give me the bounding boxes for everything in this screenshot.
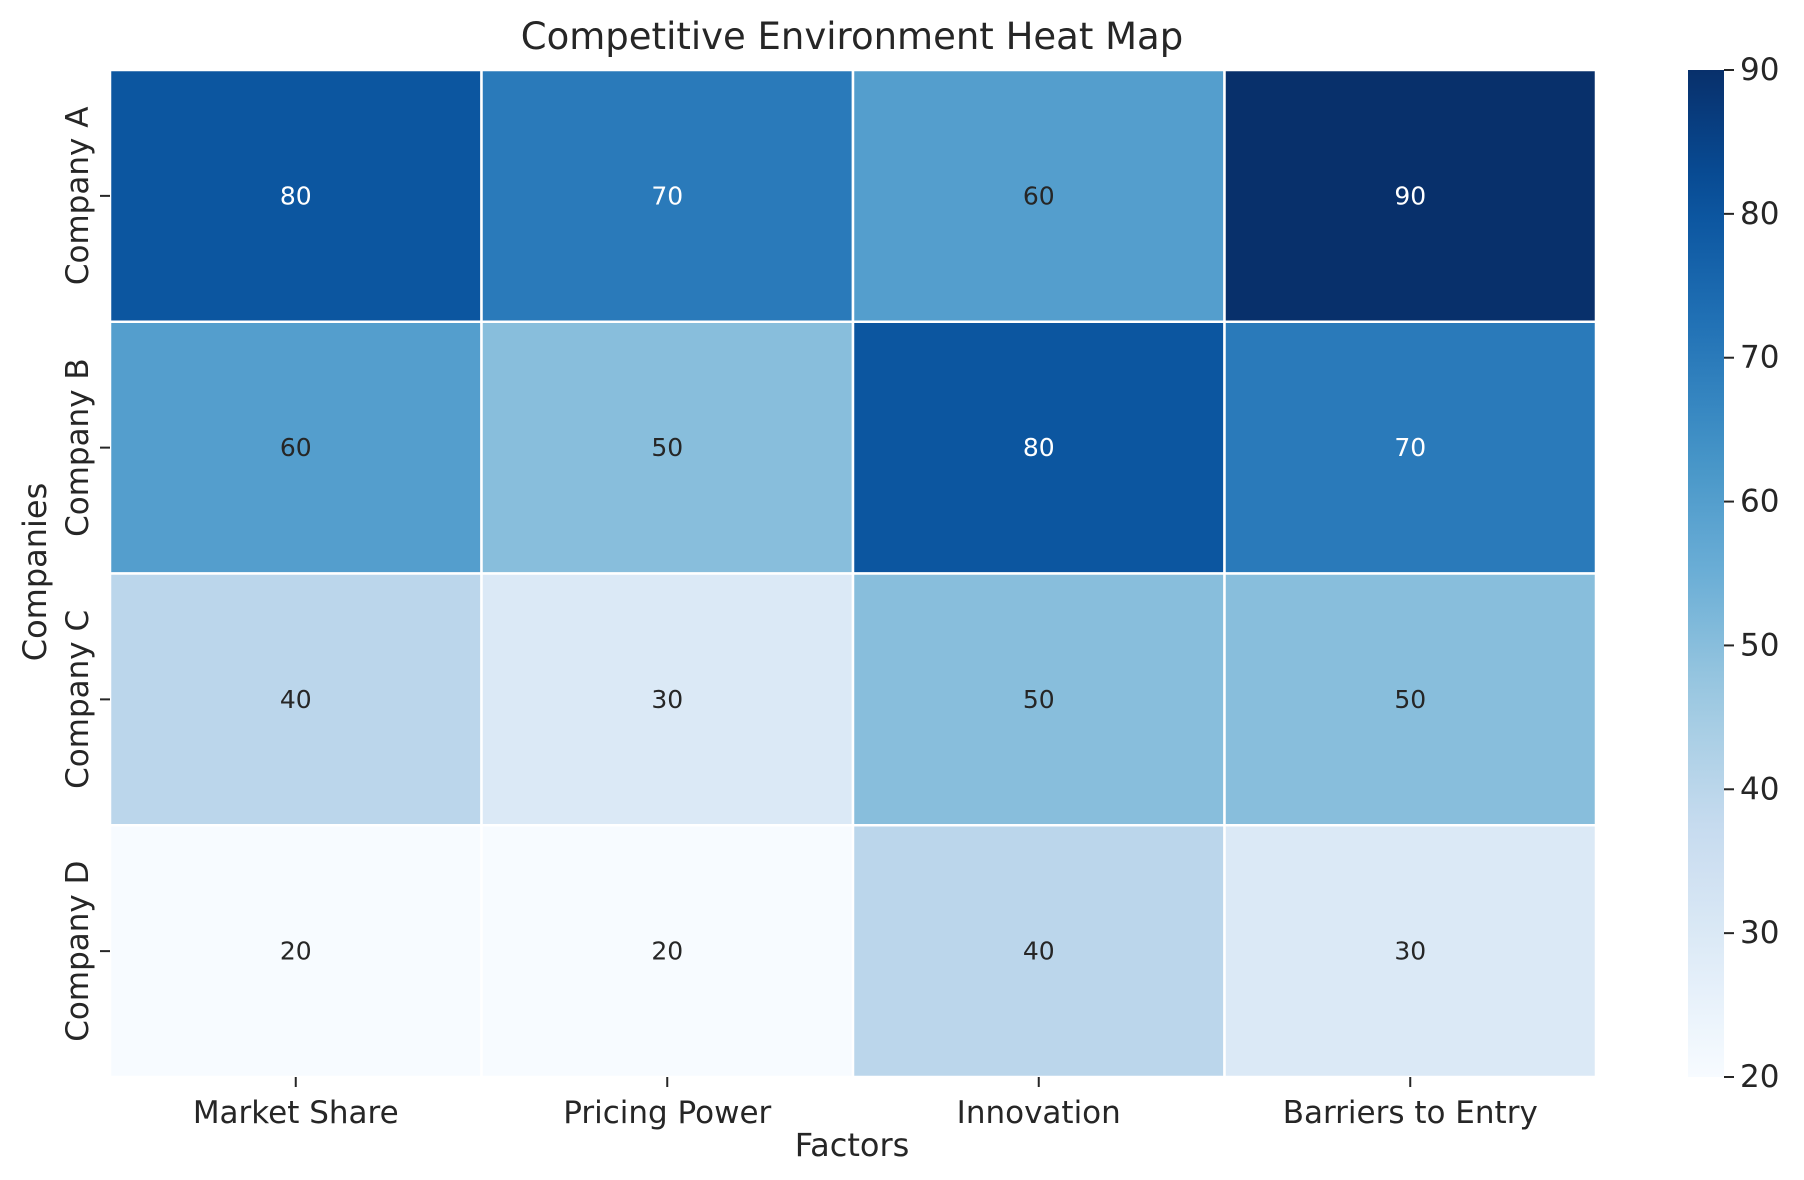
chart-title: Competitive Environment Heat Map <box>521 15 1183 58</box>
heatmap-cell <box>1223 824 1598 1079</box>
heatmap-cell <box>851 68 1226 323</box>
cell-value-label: 60 <box>280 433 312 462</box>
cell-value-label: 70 <box>651 181 683 210</box>
cell-value-label: 20 <box>280 937 312 966</box>
cell-value-label: 40 <box>1023 937 1055 966</box>
colorbar-tick-label: 30 <box>1740 915 1779 951</box>
heatmap-cell <box>1223 572 1598 827</box>
y-tick-label: Company B <box>60 358 96 537</box>
y-tick-label: Company C <box>60 610 96 789</box>
cell-value-label: 80 <box>1023 433 1055 462</box>
colorbar-tick-label: 80 <box>1740 196 1779 232</box>
cell-value-label: 90 <box>1394 181 1426 210</box>
x-tick-label: Pricing Power <box>563 1095 771 1131</box>
x-tick-label: Innovation <box>957 1095 1121 1131</box>
cell-value-label: 80 <box>280 181 312 210</box>
heatmap-cell <box>851 824 1226 1079</box>
x-axis-ticks: Market Share Pricing Power Innovation Barri… <box>193 1077 1538 1131</box>
cell-value-label: 60 <box>1023 181 1055 210</box>
cell-value-label: 30 <box>651 685 683 714</box>
cell-value-label: 50 <box>1023 685 1055 714</box>
cell-value-label: 30 <box>1394 937 1426 966</box>
heatmap-cell <box>108 320 483 575</box>
colorbar-tick-label: 90 <box>1740 52 1779 88</box>
cell-value-label: 50 <box>1394 685 1426 714</box>
colorbar-tick-label: 60 <box>1740 484 1779 520</box>
x-tick-label: Market Share <box>193 1095 399 1131</box>
heatmap-cells <box>108 68 1598 1079</box>
y-tick-label: Company D <box>60 861 96 1042</box>
colorbar-tick-label: 70 <box>1740 340 1779 376</box>
heatmap-cell <box>480 572 855 827</box>
cell-value-label: 20 <box>651 937 683 966</box>
y-tick-label: Company A <box>60 107 96 286</box>
heatmap-cell <box>480 68 855 323</box>
y-axis-label: Companies <box>16 483 54 662</box>
cell-value-label: 70 <box>1394 433 1426 462</box>
heatmap-cell <box>108 68 483 323</box>
heatmap-cell-labels: 80 70 60 90 60 50 80 70 40 30 50 50 20 20 40 30 <box>280 181 1426 965</box>
x-axis-label: Factors <box>795 1126 910 1164</box>
colorbar-tick-label: 50 <box>1740 627 1779 663</box>
colorbar-tick-label: 20 <box>1740 1059 1779 1095</box>
colorbar-ticks: 20 30 40 50 60 70 80 90 <box>1724 52 1779 1095</box>
heatmap-cell <box>108 824 483 1079</box>
y-axis-ticks: Company A Company B Company C Company D <box>60 107 110 1042</box>
heatmap-cell <box>1223 68 1598 323</box>
heatmap-cell <box>480 824 855 1079</box>
x-tick-label: Barriers to Entry <box>1283 1095 1538 1131</box>
colorbar <box>1688 70 1724 1077</box>
heatmap-cell <box>480 320 855 575</box>
heatmap-cell <box>1223 320 1598 575</box>
cell-value-label: 50 <box>651 433 683 462</box>
cell-value-label: 40 <box>280 685 312 714</box>
colorbar-tick-label: 40 <box>1740 771 1779 807</box>
